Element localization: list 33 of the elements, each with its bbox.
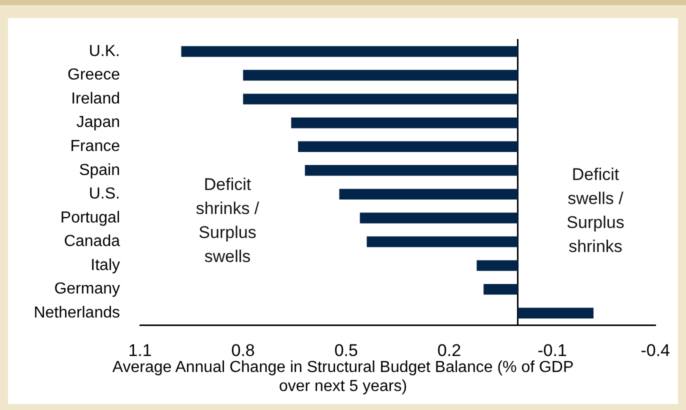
y-tick-label: France <box>70 138 120 156</box>
y-tick-label: Canada <box>64 233 120 250</box>
x-axis-title: Average Annual Change in Structural Budget Balance (% of GDP over next 5 years) <box>111 358 575 396</box>
bar <box>243 94 518 104</box>
bar <box>298 141 518 152</box>
bar <box>366 236 518 248</box>
x-tick-label: -0.1 <box>538 340 567 360</box>
bar <box>518 308 594 318</box>
bar <box>304 165 518 176</box>
y-tick-label: Netherlands <box>34 304 120 322</box>
bar <box>476 260 518 271</box>
y-tick-label: Italy <box>90 256 120 274</box>
y-tick-label: Japan <box>76 114 120 132</box>
bar <box>291 117 518 128</box>
bar <box>339 188 518 200</box>
bar <box>181 46 518 57</box>
y-tick-label: Greece <box>68 66 120 84</box>
bar <box>484 284 518 295</box>
x-tick-label: 0.5 <box>334 340 358 360</box>
x-tick-label: 0.2 <box>437 340 462 360</box>
y-tick-label: Germany <box>54 280 120 298</box>
annotation: Deficit shrinks / Surplus swells <box>194 174 260 268</box>
x-tick-label: 0.8 <box>231 340 255 360</box>
bar <box>243 70 518 81</box>
y-tick-label: Ireland <box>71 90 120 108</box>
bar <box>360 212 518 224</box>
x-tick-label: 1.1 <box>128 340 152 360</box>
annotation: Deficit swells / Surplus shrinks <box>566 164 626 258</box>
y-tick-label: Spain <box>79 162 120 179</box>
y-tick-label: U.K. <box>88 42 120 60</box>
y-tick-label: U.S. <box>88 186 120 203</box>
y-tick-label: Portugal <box>60 209 120 226</box>
x-tick-label: -0.4 <box>640 340 670 360</box>
